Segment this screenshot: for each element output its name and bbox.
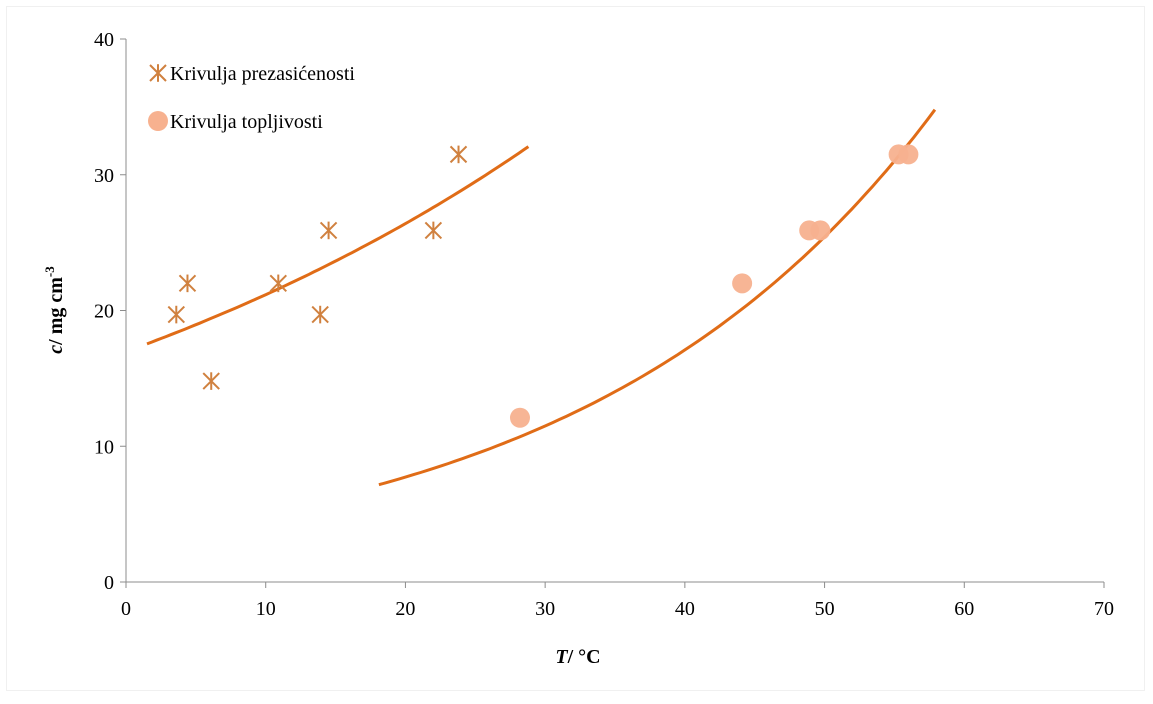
y-axis-title-exponent: -3 xyxy=(42,266,57,277)
data-point xyxy=(424,221,443,240)
data-point xyxy=(732,273,753,294)
trendline xyxy=(378,108,937,487)
data-point xyxy=(202,372,220,390)
trendlines xyxy=(146,108,937,487)
data-point xyxy=(319,221,338,240)
data-point xyxy=(311,305,329,324)
data-point xyxy=(178,274,197,293)
legend-marker xyxy=(148,111,168,131)
data-point xyxy=(898,144,919,165)
y-tick-label: 30 xyxy=(94,165,114,187)
y-tick-label: 20 xyxy=(94,301,114,323)
x-tick-label: 20 xyxy=(395,598,415,620)
data-point xyxy=(269,274,287,293)
x-tick-label: 60 xyxy=(954,598,974,620)
tick-labels: 0 10 20 30 40 50 60 70 0 10 20 30 40 xyxy=(94,29,1114,620)
y-tick-label: 40 xyxy=(94,29,114,51)
legend-label: Krivulja topljivosti xyxy=(170,111,323,133)
data-point xyxy=(167,305,186,324)
x-tick-label: 70 xyxy=(1094,598,1114,620)
data-points xyxy=(167,144,919,428)
trendline xyxy=(146,145,530,346)
x-tick-label: 50 xyxy=(815,598,835,620)
x-tick-label: 0 xyxy=(121,598,131,620)
x-tick-label: 40 xyxy=(675,598,695,620)
y-tick-label: 0 xyxy=(104,572,114,594)
legend-marker xyxy=(149,64,167,82)
x-axis-title-unit: / °C xyxy=(567,646,601,668)
data-point xyxy=(810,220,831,241)
legend-label: Krivulja prezasićenosti xyxy=(170,63,355,85)
x-axis-title: T/ °C xyxy=(555,646,600,668)
x-tick-label: 30 xyxy=(535,598,555,620)
y-tick-label: 10 xyxy=(94,436,114,458)
y-axis-title-symbol: c xyxy=(45,345,67,354)
x-tick-label: 10 xyxy=(256,598,276,620)
y-axis-title: c/ mg cm-3 xyxy=(42,266,67,354)
x-axis-title-symbol: T xyxy=(555,646,568,668)
chart-frame xyxy=(6,6,1145,691)
data-point xyxy=(449,145,468,164)
legend: Krivulja prezasićenosti Krivulja topljivo… xyxy=(148,63,355,133)
y-axis-title-unit: / mg cm xyxy=(45,277,67,346)
data-point xyxy=(509,407,530,428)
